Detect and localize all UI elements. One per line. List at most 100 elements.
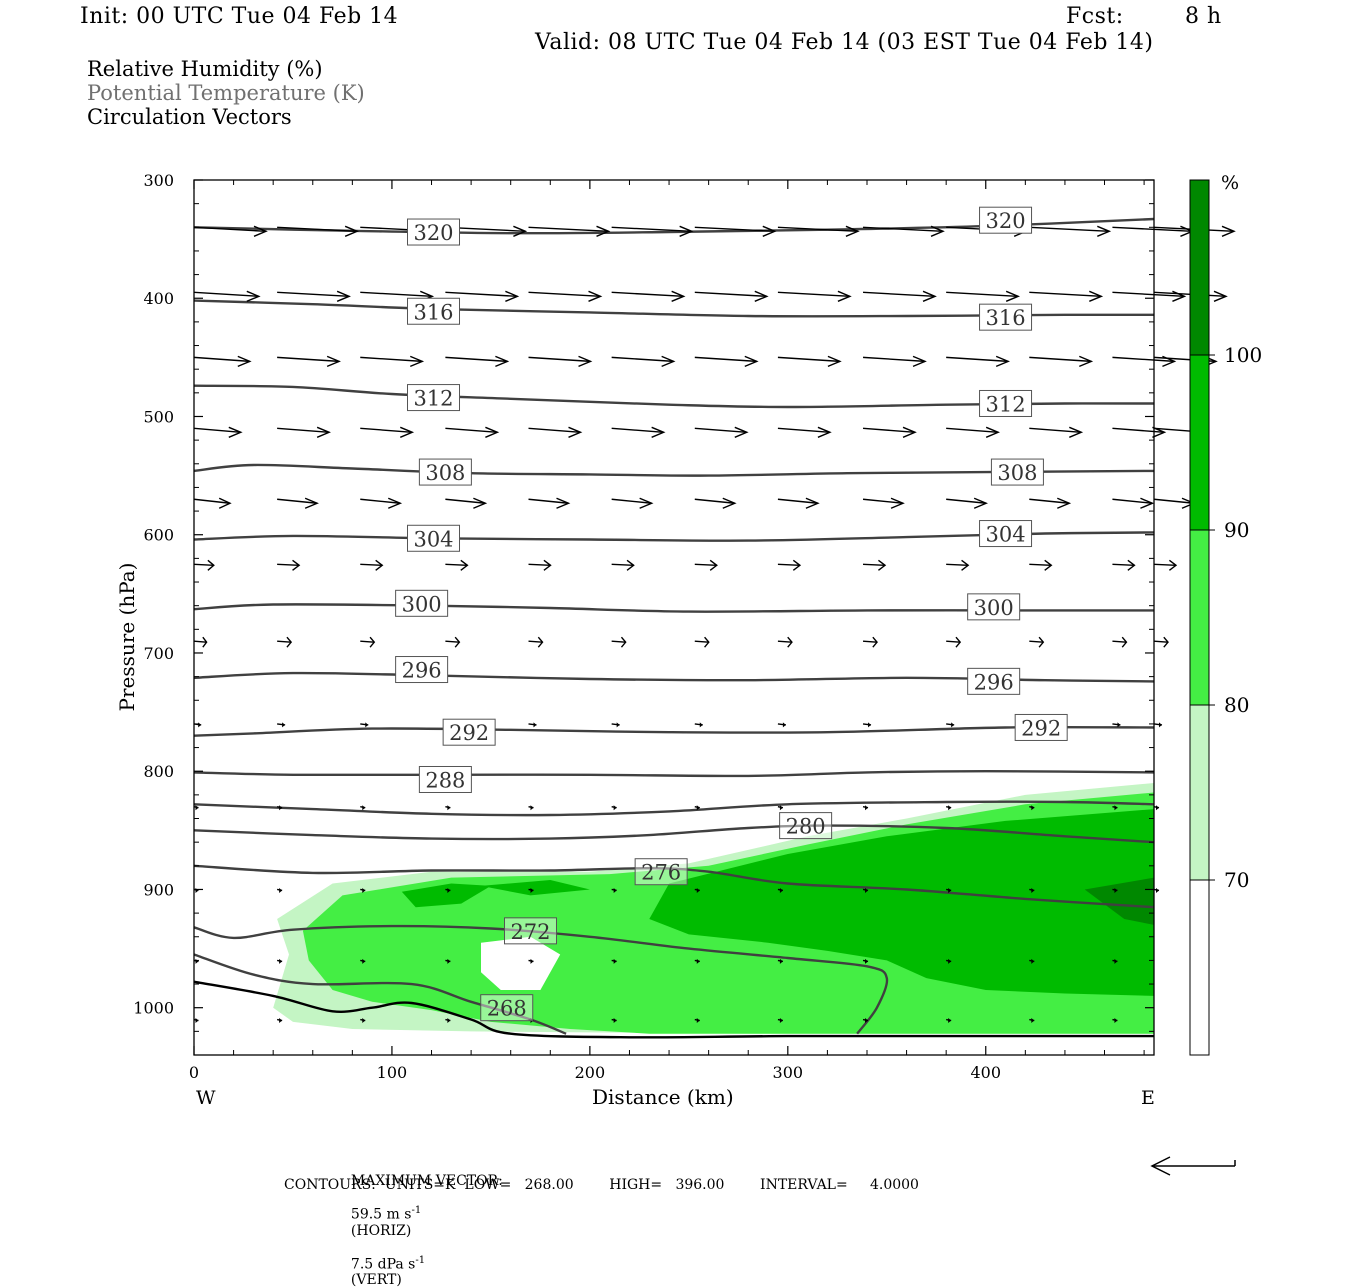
x-tick-label: 0 [189, 1063, 199, 1082]
colorbar: 70 80 90 100% [1189, 172, 1262, 1056]
theta-label-box [779, 812, 833, 840]
max-vector-label: MAXIMUM VECTOR: [350, 1173, 503, 1189]
vector-arrow [946, 1018, 952, 1024]
vector-shaft [1112, 563, 1135, 566]
vector-head [613, 1018, 617, 1024]
vector-arrow [1029, 958, 1035, 964]
vector-arrow [445, 355, 510, 368]
vector-arrow [862, 805, 869, 811]
vector-arrow [862, 887, 869, 893]
vector-shaft [777, 226, 858, 232]
max-vector-vert-exp: -1 [415, 1254, 426, 1266]
vector-shaft [777, 291, 850, 298]
vector-shaft [694, 226, 775, 232]
theta-label-text: 316 [985, 306, 1025, 330]
vector-head [995, 355, 1010, 368]
vector-arrow [777, 290, 852, 302]
y-tick-label: 800 [143, 762, 174, 781]
vector-arrow [946, 958, 952, 964]
theta-label-276: 276 [634, 858, 688, 886]
vector-arrow [277, 290, 351, 302]
vector-head [973, 497, 988, 509]
theta-label-text: 308 [425, 461, 465, 485]
vector-head [447, 887, 451, 893]
vector-shaft [611, 563, 634, 566]
forecast-hour: 8 h [1185, 4, 1222, 29]
vector-head [948, 887, 952, 893]
vector-head [679, 225, 694, 237]
vector-arrow [611, 497, 654, 509]
vector-head [661, 355, 676, 368]
vector-head [228, 426, 243, 438]
vector-arrow [694, 805, 700, 811]
vector-head [286, 636, 293, 648]
vector-head [1121, 636, 1128, 648]
colorbar-label: 70 [1224, 868, 1249, 892]
vector-arrow [277, 355, 341, 368]
vector-head [409, 355, 425, 368]
vector-head [454, 636, 461, 648]
vector-arrow [193, 1018, 199, 1024]
x-east-label: E [1141, 1087, 1155, 1109]
vector-shaft [946, 427, 999, 434]
vector-arrow [946, 722, 955, 728]
vector-shaft [694, 291, 767, 298]
vector-shaft [528, 291, 601, 298]
theta-label-box [990, 458, 1044, 486]
vector-head [872, 636, 878, 648]
vector-arrow [611, 1018, 617, 1024]
y-tick-label: 400 [143, 289, 174, 308]
vector-head [1114, 805, 1118, 811]
vector-arrow [694, 636, 710, 648]
vector-arrow [445, 887, 451, 893]
vector-shaft [694, 427, 747, 434]
vector-arrow [862, 355, 927, 368]
colorbar-label: 80 [1224, 693, 1249, 717]
theta-label-text: 312 [413, 387, 453, 411]
theta-label-320: 320 [407, 218, 461, 246]
vector-head [1038, 636, 1045, 648]
vector-arrow [1153, 887, 1160, 893]
theta-label-308: 308 [418, 458, 472, 486]
vector-shaft [528, 640, 543, 643]
theta-label-box [418, 765, 472, 793]
theta-label-text: 320 [985, 209, 1025, 233]
vector-arrow [276, 1018, 283, 1024]
vector-shaft [277, 226, 358, 232]
theta-label-box [407, 218, 461, 246]
vector-head [362, 958, 366, 964]
theta-label-text: 276 [641, 861, 681, 885]
theta-label-text: 304 [985, 523, 1025, 547]
rh-region-90 [649, 809, 1154, 996]
vector-head [865, 1018, 869, 1024]
vector-shaft [1029, 640, 1044, 643]
vector-shaft [277, 291, 350, 298]
vector-shaft [694, 356, 757, 363]
rh-fill-layer [273, 783, 1154, 1034]
vector-arrow [1029, 290, 1104, 302]
vector-head [1044, 559, 1053, 571]
vector-head [207, 559, 215, 571]
y-tick-label: 300 [143, 171, 174, 190]
vector-arrow [946, 636, 962, 648]
y-tick-label: 1000 [133, 999, 174, 1018]
vector-head [837, 290, 852, 302]
max-vector-horiz-tag: (HORIZ) [350, 1222, 412, 1239]
rh-region-100 [1084, 877, 1154, 925]
max-vector-horiz-exp: -1 [411, 1205, 422, 1216]
theta-label-296: 296 [967, 667, 1021, 695]
vector-shaft [360, 291, 433, 298]
vector-head [704, 636, 710, 648]
vector-arrow [777, 225, 860, 237]
vector-head [1156, 887, 1159, 893]
vector-head [253, 225, 268, 237]
field-vectors-label: Circulation Vectors [87, 105, 292, 129]
vector-head [530, 958, 534, 964]
vector-head [613, 958, 617, 964]
vector-head [365, 722, 369, 728]
vector-arrow [611, 559, 635, 571]
vector-head [613, 805, 617, 811]
vector-arrow [360, 887, 366, 893]
theta-contour-296 [193, 671, 1155, 683]
vector-shaft [1029, 291, 1102, 298]
